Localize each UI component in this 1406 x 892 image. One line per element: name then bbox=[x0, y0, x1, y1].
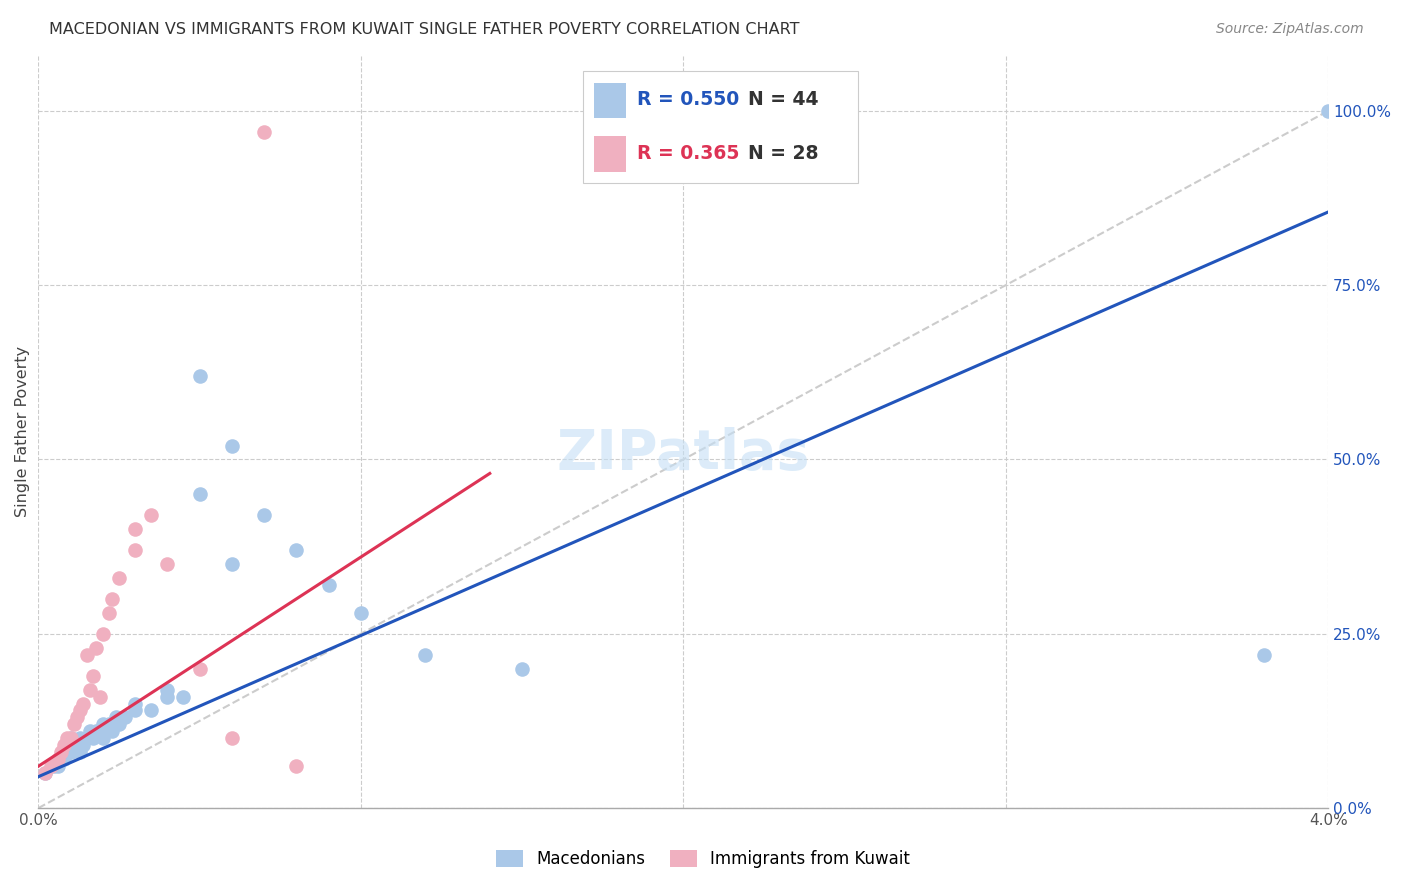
Point bbox=[141, 508, 163, 523]
Point bbox=[69, 745, 91, 759]
Point bbox=[56, 745, 79, 759]
Text: ZIPatlas: ZIPatlas bbox=[557, 427, 810, 481]
FancyBboxPatch shape bbox=[595, 83, 626, 119]
Point bbox=[53, 739, 76, 753]
Point bbox=[89, 690, 111, 704]
Point bbox=[62, 739, 84, 753]
Point bbox=[98, 717, 121, 731]
Point bbox=[49, 745, 72, 759]
Point bbox=[82, 731, 104, 746]
Point bbox=[86, 640, 108, 655]
Point bbox=[124, 543, 146, 558]
Point bbox=[76, 731, 98, 746]
Point bbox=[124, 703, 146, 717]
Point bbox=[98, 606, 121, 620]
FancyBboxPatch shape bbox=[583, 71, 858, 183]
Point bbox=[49, 752, 72, 766]
Point bbox=[91, 717, 114, 731]
Point bbox=[141, 703, 163, 717]
Point bbox=[104, 710, 127, 724]
Point bbox=[1317, 103, 1340, 118]
Point bbox=[124, 697, 146, 711]
Point bbox=[91, 731, 114, 746]
Point bbox=[221, 557, 243, 571]
Point bbox=[94, 724, 117, 739]
Point bbox=[285, 543, 308, 558]
Point bbox=[72, 697, 94, 711]
Point bbox=[285, 759, 308, 773]
Point bbox=[62, 717, 84, 731]
Point bbox=[86, 724, 108, 739]
Point bbox=[53, 752, 76, 766]
FancyBboxPatch shape bbox=[595, 136, 626, 171]
Point bbox=[34, 766, 56, 780]
Point bbox=[34, 766, 56, 780]
Text: R = 0.550: R = 0.550 bbox=[637, 90, 740, 110]
Point bbox=[124, 522, 146, 536]
Point bbox=[108, 717, 131, 731]
Point bbox=[156, 557, 179, 571]
Point bbox=[39, 759, 62, 773]
Point bbox=[59, 731, 82, 746]
Point bbox=[350, 606, 373, 620]
Legend: Macedonians, Immigrants from Kuwait: Macedonians, Immigrants from Kuwait bbox=[488, 842, 918, 877]
Point bbox=[172, 690, 194, 704]
Point bbox=[59, 745, 82, 759]
Point bbox=[69, 731, 91, 746]
Point bbox=[82, 668, 104, 682]
Point bbox=[101, 724, 124, 739]
Point bbox=[101, 591, 124, 606]
Text: MACEDONIAN VS IMMIGRANTS FROM KUWAIT SINGLE FATHER POVERTY CORRELATION CHART: MACEDONIAN VS IMMIGRANTS FROM KUWAIT SIN… bbox=[49, 22, 800, 37]
Text: N = 44: N = 44 bbox=[748, 90, 818, 110]
Point bbox=[46, 759, 69, 773]
Point bbox=[253, 508, 276, 523]
Text: R = 0.365: R = 0.365 bbox=[637, 144, 740, 163]
Point bbox=[56, 731, 79, 746]
Point bbox=[66, 710, 89, 724]
Point bbox=[108, 571, 131, 585]
Point bbox=[72, 739, 94, 753]
Point bbox=[156, 682, 179, 697]
Point bbox=[66, 739, 89, 753]
Point bbox=[188, 487, 211, 501]
Point bbox=[413, 648, 436, 662]
Point bbox=[76, 648, 98, 662]
Point bbox=[156, 690, 179, 704]
Point bbox=[89, 724, 111, 739]
Point bbox=[114, 710, 136, 724]
Point bbox=[1253, 648, 1275, 662]
Point bbox=[253, 125, 276, 139]
Y-axis label: Single Father Poverty: Single Father Poverty bbox=[15, 346, 30, 517]
Point bbox=[221, 731, 243, 746]
Point bbox=[79, 682, 101, 697]
Point bbox=[46, 752, 69, 766]
Point bbox=[79, 724, 101, 739]
Point bbox=[510, 662, 533, 676]
Point bbox=[69, 703, 91, 717]
Point bbox=[44, 759, 66, 773]
Point bbox=[188, 368, 211, 383]
Point bbox=[59, 731, 82, 746]
Point bbox=[318, 578, 340, 592]
Text: N = 28: N = 28 bbox=[748, 144, 818, 163]
Point bbox=[188, 662, 211, 676]
Point bbox=[221, 438, 243, 452]
Point bbox=[91, 627, 114, 641]
Text: Source: ZipAtlas.com: Source: ZipAtlas.com bbox=[1216, 22, 1364, 37]
